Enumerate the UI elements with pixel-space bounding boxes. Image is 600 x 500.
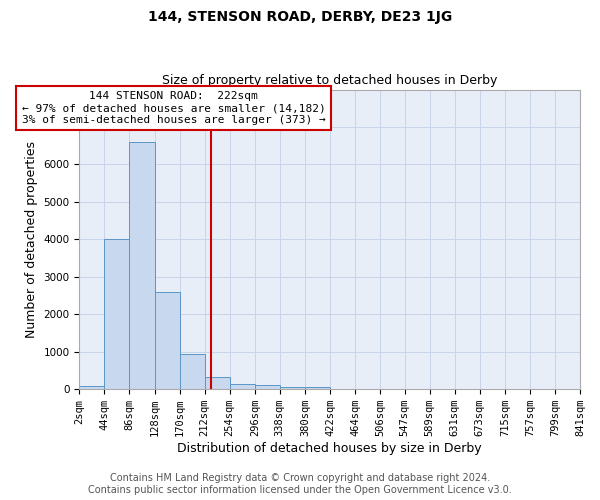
- Bar: [130, 142, 155, 389]
- Text: 144 STENSON ROAD:  222sqm
← 97% of detached houses are smaller (14,182)
3% of se: 144 STENSON ROAD: 222sqm ← 97% of detach…: [22, 92, 325, 124]
- Bar: [155, 292, 179, 389]
- Bar: [305, 388, 330, 389]
- Y-axis label: Number of detached properties: Number of detached properties: [25, 141, 38, 338]
- Text: 144, STENSON ROAD, DERBY, DE23 1JG: 144, STENSON ROAD, DERBY, DE23 1JG: [148, 10, 452, 24]
- Bar: [179, 354, 205, 389]
- Bar: [230, 384, 255, 389]
- Bar: [255, 386, 280, 389]
- Bar: [205, 377, 230, 389]
- Bar: [104, 240, 130, 389]
- Bar: [280, 387, 305, 389]
- Title: Size of property relative to detached houses in Derby: Size of property relative to detached ho…: [162, 74, 497, 87]
- Bar: [79, 386, 104, 389]
- Text: Contains HM Land Registry data © Crown copyright and database right 2024.
Contai: Contains HM Land Registry data © Crown c…: [88, 474, 512, 495]
- X-axis label: Distribution of detached houses by size in Derby: Distribution of detached houses by size …: [178, 442, 482, 455]
